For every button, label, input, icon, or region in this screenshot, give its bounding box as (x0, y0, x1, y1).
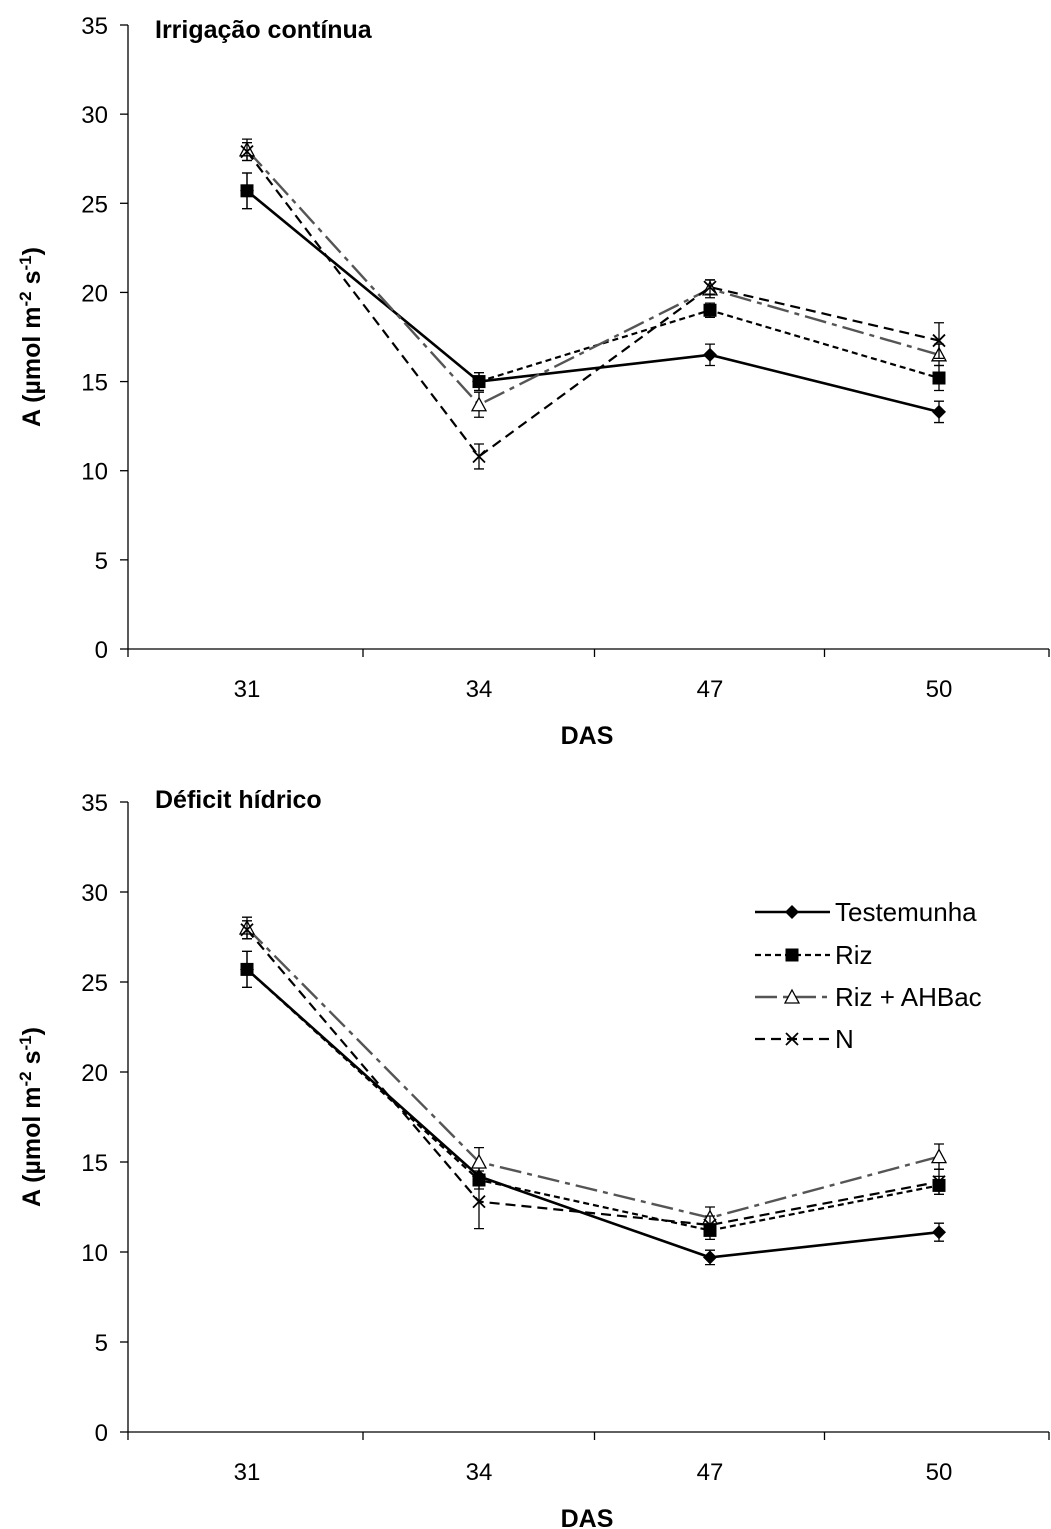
x-tick-label: 50 (926, 1459, 953, 1486)
data-point (472, 449, 486, 464)
data-point (932, 371, 946, 385)
y-tick-label: 0 (95, 1420, 108, 1447)
x-tick-label: 47 (697, 676, 724, 703)
data-point (472, 1194, 486, 1209)
data-point (932, 1225, 946, 1240)
legend: Testemunha Riz Riz + AHBac N (755, 897, 982, 1054)
chart-panel-1: 0 5 10 15 20 25 30 35 31 34 47 50 DAS A (µmol m-2 s-1… (16, 13, 1050, 750)
legend-marker (783, 988, 801, 1004)
data-point (703, 303, 717, 317)
x-axis-title: DAS (561, 1505, 614, 1529)
y-tick-label: 25 (81, 970, 108, 997)
y-axis-title: A (µmol m-2 s-1) (16, 247, 46, 427)
x-tick-label: 50 (926, 676, 953, 703)
y-tick-label: 15 (81, 1150, 108, 1177)
y-tick-label: 30 (81, 880, 108, 907)
series-line-riz (246, 968, 940, 1232)
y-tick-label: 30 (81, 102, 108, 129)
y-tick-label: 35 (81, 13, 108, 40)
series-line-riz-ahbac (246, 927, 940, 1220)
data-point (240, 184, 254, 198)
data-point (932, 1175, 946, 1189)
data-point (932, 404, 946, 419)
data-point (240, 962, 254, 976)
data-point (703, 1218, 717, 1232)
panel-title: Irrigação contínua (155, 16, 373, 44)
x-axis-title: DAS (561, 722, 614, 750)
y-tick-label: 20 (81, 1060, 108, 1087)
data-point (470, 1153, 488, 1169)
x-tick-label: 31 (234, 676, 261, 703)
x-tick-label: 34 (466, 676, 493, 703)
y-tick-label: 5 (95, 1330, 108, 1357)
y-tick-label: 15 (81, 370, 108, 397)
legend-marker (785, 905, 799, 919)
chart-panel-2: 0 5 10 15 20 25 30 35 31 34 47 50 DAS A (µmol m-2 s-1… (16, 786, 1050, 1529)
data-point (240, 144, 254, 159)
x-tick-label: 31 (234, 1459, 261, 1486)
data-point (703, 347, 717, 362)
series-line-n (246, 929, 940, 1227)
data-point (472, 375, 486, 389)
series-line-riz-ahbac (246, 148, 940, 407)
y-tick-label: 0 (95, 637, 108, 664)
legend-label: Testemunha (835, 897, 977, 927)
legend-marker (785, 1032, 799, 1046)
y-axis-title: A (µmol m-2 s-1) (16, 1027, 46, 1207)
y-tick-label: 10 (81, 459, 108, 486)
data-point (240, 923, 254, 937)
data-point (930, 1148, 948, 1164)
y-tick-label: 5 (95, 548, 108, 575)
series-line-testemunha (246, 968, 940, 1259)
x-tick-label: 47 (697, 1459, 724, 1486)
series-line-n (246, 150, 940, 458)
series-line-testemunha (246, 189, 940, 414)
y-tick-label: 10 (81, 1240, 108, 1267)
y-tick-label: 25 (81, 191, 108, 218)
data-point (703, 280, 717, 294)
data-point (703, 1250, 717, 1265)
panel-title: Déficit hídrico (155, 786, 322, 814)
data-point (932, 333, 946, 348)
legend-label: Riz (835, 940, 873, 970)
legend-label: N (835, 1024, 854, 1054)
data-point (470, 396, 488, 412)
legend-label: Riz + AHBac (835, 982, 982, 1012)
y-tick-label: 20 (81, 280, 108, 307)
y-tick-label: 35 (81, 790, 108, 817)
x-tick-label: 34 (466, 1459, 493, 1486)
legend-marker (785, 948, 799, 962)
